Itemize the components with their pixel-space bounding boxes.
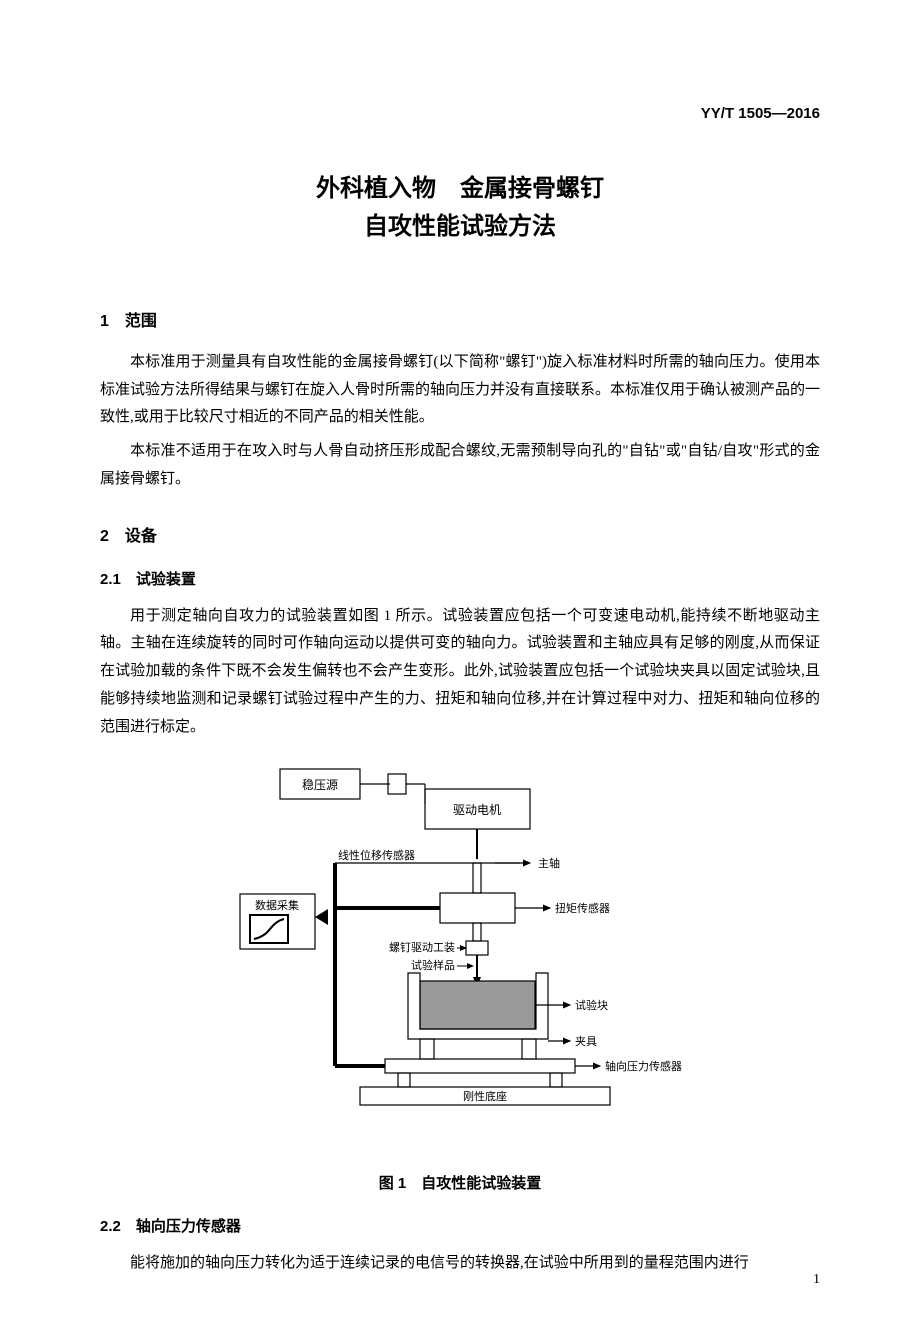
label-torque-sensor: 扭矩传感器 [555, 901, 610, 915]
label-power: 稳压源 [302, 777, 338, 792]
section-2-head: 2 设备 [100, 522, 820, 546]
section-1-title: 范围 [125, 313, 157, 330]
section-2-2-head: 2.2 轴向压力传感器 [100, 1215, 820, 1236]
label-motor: 驱动电机 [453, 803, 501, 817]
title-block: 外科植入物 金属接骨螺钉 自攻性能试验方法 [100, 170, 820, 247]
label-base: 刚性底座 [463, 1089, 507, 1103]
label-screw-fixture: 螺钉驱动工装 [389, 941, 455, 954]
label-linear-sensor: 线性位移传感器 [338, 848, 415, 862]
para-4: 能将施加的轴向压力转化为适于连续记录的电信号的转换器,在试验中所用到的量程范围内… [100, 1250, 820, 1278]
section-2-2-num: 2.2 [100, 1218, 121, 1235]
para-1: 本标准用于测量具有自攻性能的金属接骨螺钉(以下简称"螺钉")旋入标准材料时所需的… [100, 349, 820, 432]
figure-1: 稳压源 驱动电机 线性位移传感器 主轴 数据采集 [100, 759, 820, 1144]
section-2-1-title: 试验装置 [136, 571, 196, 588]
page-number: 1 [813, 1272, 820, 1288]
section-1-head: 1 范围 [100, 307, 820, 331]
label-test-block: 试验块 [575, 998, 608, 1012]
label-spindle: 主轴 [538, 856, 560, 870]
label-sample: 试验样品 [411, 958, 455, 972]
title-line-1: 外科植入物 金属接骨螺钉 [100, 170, 820, 208]
label-force-sensor: 轴向压力传感器 [605, 1059, 682, 1073]
figure-1-diagram: 稳压源 驱动电机 线性位移传感器 主轴 数据采集 [220, 759, 700, 1139]
title-line-2: 自攻性能试验方法 [100, 208, 820, 246]
para-2: 本标准不适用于在攻入时与人骨自动挤压形成配合螺纹,无需预制导向孔的"自钻"或"自… [100, 438, 820, 494]
section-2-1-head: 2.1 试验装置 [100, 568, 820, 589]
section-2-1-num: 2.1 [100, 571, 121, 588]
section-2-num: 2 [100, 528, 109, 545]
section-1-num: 1 [100, 313, 109, 330]
section-2-title: 设备 [125, 528, 157, 545]
figure-1-caption: 图 1 自攻性能试验装置 [100, 1172, 820, 1193]
document-id: YY/T 1505—2016 [701, 105, 820, 122]
para-3: 用于测定轴向自攻力的试验装置如图 1 所示。试验装置应包括一个可变速电动机,能持… [100, 603, 820, 742]
label-clamp: 夹具 [575, 1035, 597, 1048]
section-2-2-title: 轴向压力传感器 [136, 1218, 241, 1235]
label-daq: 数据采集 [255, 898, 299, 912]
